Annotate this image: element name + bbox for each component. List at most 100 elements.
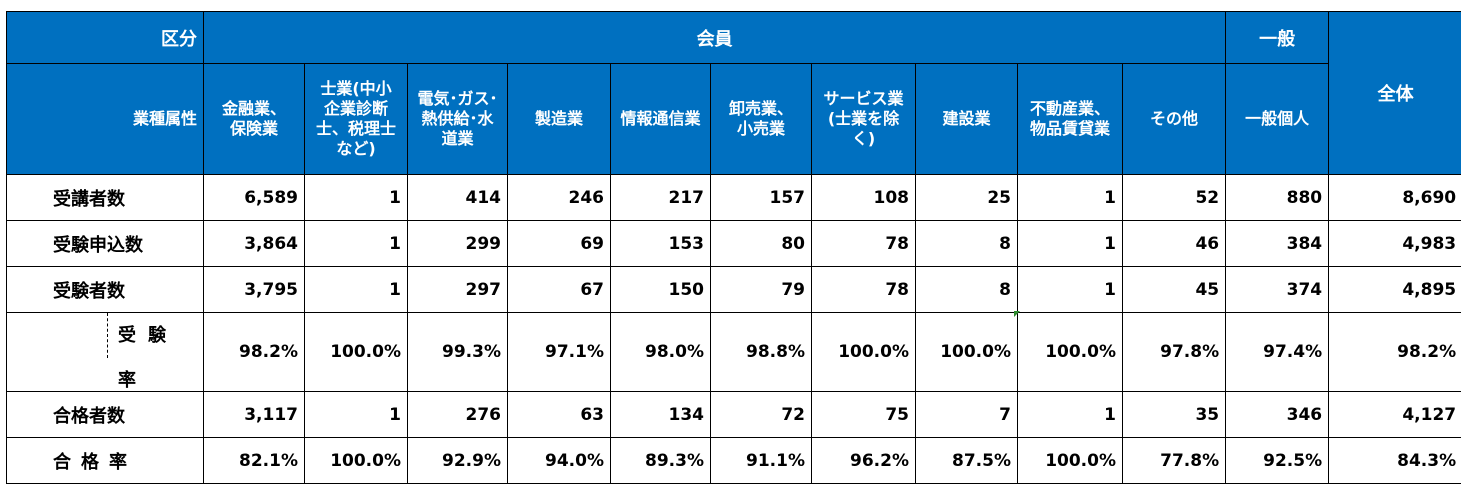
industry-header-row: 業種属性 金融業、 保険業 士業(中小 企業診断 士、税理士 など) 電気･ガス…: [7, 64, 1461, 175]
table-cell: 1: [305, 267, 408, 313]
col-header: 不動産業、 物品賃貸業: [1018, 64, 1123, 175]
table-cell: 384: [1226, 221, 1329, 267]
row-label: 合格率: [7, 438, 204, 484]
table-cell: 84.3%: [1329, 438, 1461, 484]
table-cell: 91.1%: [711, 438, 812, 484]
table-cell: 297: [408, 267, 508, 313]
member-header: 会員: [204, 12, 1226, 64]
col-header: 情報通信業: [611, 64, 711, 175]
table-cell: 4,895: [1329, 267, 1461, 313]
table-cell: 1: [1018, 175, 1123, 221]
col-header: 建設業: [916, 64, 1018, 175]
table-cell: 374: [1226, 267, 1329, 313]
table-cell: 8,690: [1329, 175, 1461, 221]
col-header: 金融業、 保険業: [204, 64, 305, 175]
table-cell: 98.2%: [1329, 313, 1461, 392]
row-label: 受講者数: [7, 175, 204, 221]
table-cell: 89.3%: [611, 438, 711, 484]
table-cell: 3,795: [204, 267, 305, 313]
table-cell: 414: [408, 175, 508, 221]
table-cell: 4,983: [1329, 221, 1461, 267]
table-cell: 97.8%: [1123, 313, 1226, 392]
table-cell: 1: [1018, 221, 1123, 267]
general-header: 一般: [1226, 12, 1329, 64]
table-cell: 97.4%: [1226, 313, 1329, 392]
table-cell: 100.0%: [1018, 438, 1123, 484]
table-cell: 217: [611, 175, 711, 221]
table-cell: 35: [1123, 392, 1226, 438]
table-cell: 100.0%: [916, 313, 1018, 392]
table-cell: 69: [508, 221, 611, 267]
table-cell: 108: [812, 175, 916, 221]
table-cell: 880: [1226, 175, 1329, 221]
table-cell: 7: [916, 392, 1018, 438]
table-cell: 78: [812, 221, 916, 267]
table-cell: 80: [711, 221, 812, 267]
table-cell: 299: [408, 221, 508, 267]
total-header: 全体: [1329, 12, 1461, 175]
table-cell: 1: [1018, 267, 1123, 313]
col-header: 一般個人: [1226, 64, 1329, 175]
row-label: 受験申込数: [7, 221, 204, 267]
col-header: 卸売業、 小売業: [711, 64, 812, 175]
table-cell: 1: [305, 221, 408, 267]
table-cell: 46: [1123, 221, 1226, 267]
table-cell: 75: [812, 392, 916, 438]
table-cell: 346: [1226, 392, 1329, 438]
row-label: 合格者数: [7, 392, 204, 438]
table-cell: 92.9%: [408, 438, 508, 484]
table-cell: 77.8%: [1123, 438, 1226, 484]
table-cell: 79: [711, 267, 812, 313]
table-cell: 98.2%: [204, 313, 305, 392]
table-cell: 8: [916, 221, 1018, 267]
table-cell: 150: [611, 267, 711, 313]
table-cell: 1: [1018, 392, 1123, 438]
table-cell: 157: [711, 175, 812, 221]
table-cell: 96.2%: [812, 438, 916, 484]
row-label: 受験者数: [7, 267, 204, 313]
table-cell: 246: [508, 175, 611, 221]
table-cell: 134: [611, 392, 711, 438]
table-cell: 63: [508, 392, 611, 438]
table-cell: 78: [812, 267, 916, 313]
table-cell: 98.8%: [711, 313, 812, 392]
category-header: 区分: [7, 12, 204, 64]
table-cell: 4,127: [1329, 392, 1461, 438]
table-cell: 72: [711, 392, 812, 438]
table-cell: 92.5%: [1226, 438, 1329, 484]
results-table: 区分 会員 一般 全体 業種属性 金融業、 保険業 士業(中小 企業診断 士、税…: [6, 11, 1461, 484]
table-cell: 99.3%: [408, 313, 508, 392]
table-cell: 100.0%: [812, 313, 916, 392]
table-cell: 6,589: [204, 175, 305, 221]
table-cell: 98.0%: [611, 313, 711, 392]
table-cell: 3,864: [204, 221, 305, 267]
table-cell: 25: [916, 175, 1018, 221]
row-label: 受験率: [7, 313, 204, 392]
table-cell: 8: [916, 267, 1018, 313]
table-cell: 45: [1123, 267, 1226, 313]
table-cell: 1: [305, 392, 408, 438]
col-header: その他: [1123, 64, 1226, 175]
col-header: 製造業: [508, 64, 611, 175]
table-cell: 67: [508, 267, 611, 313]
table-cell: 100.0%: [305, 438, 408, 484]
col-header: 電気･ガス･ 熱供給･水 道業: [408, 64, 508, 175]
table-cell: 276: [408, 392, 508, 438]
table-cell: 87.5%: [916, 438, 1018, 484]
col-header: 士業(中小 企業診断 士、税理士 など): [305, 64, 408, 175]
table-cell: 100.0%: [305, 313, 408, 392]
table-cell: 97.1%: [508, 313, 611, 392]
table-cell: 82.1%: [204, 438, 305, 484]
row-label-text: 受験率: [107, 313, 203, 358]
table-cell: 153: [611, 221, 711, 267]
table-cell: 94.0%: [508, 438, 611, 484]
table-cell: 100.0%: [1018, 313, 1123, 392]
table-cell: 52: [1123, 175, 1226, 221]
cell-comment-marker: [1014, 311, 1020, 317]
